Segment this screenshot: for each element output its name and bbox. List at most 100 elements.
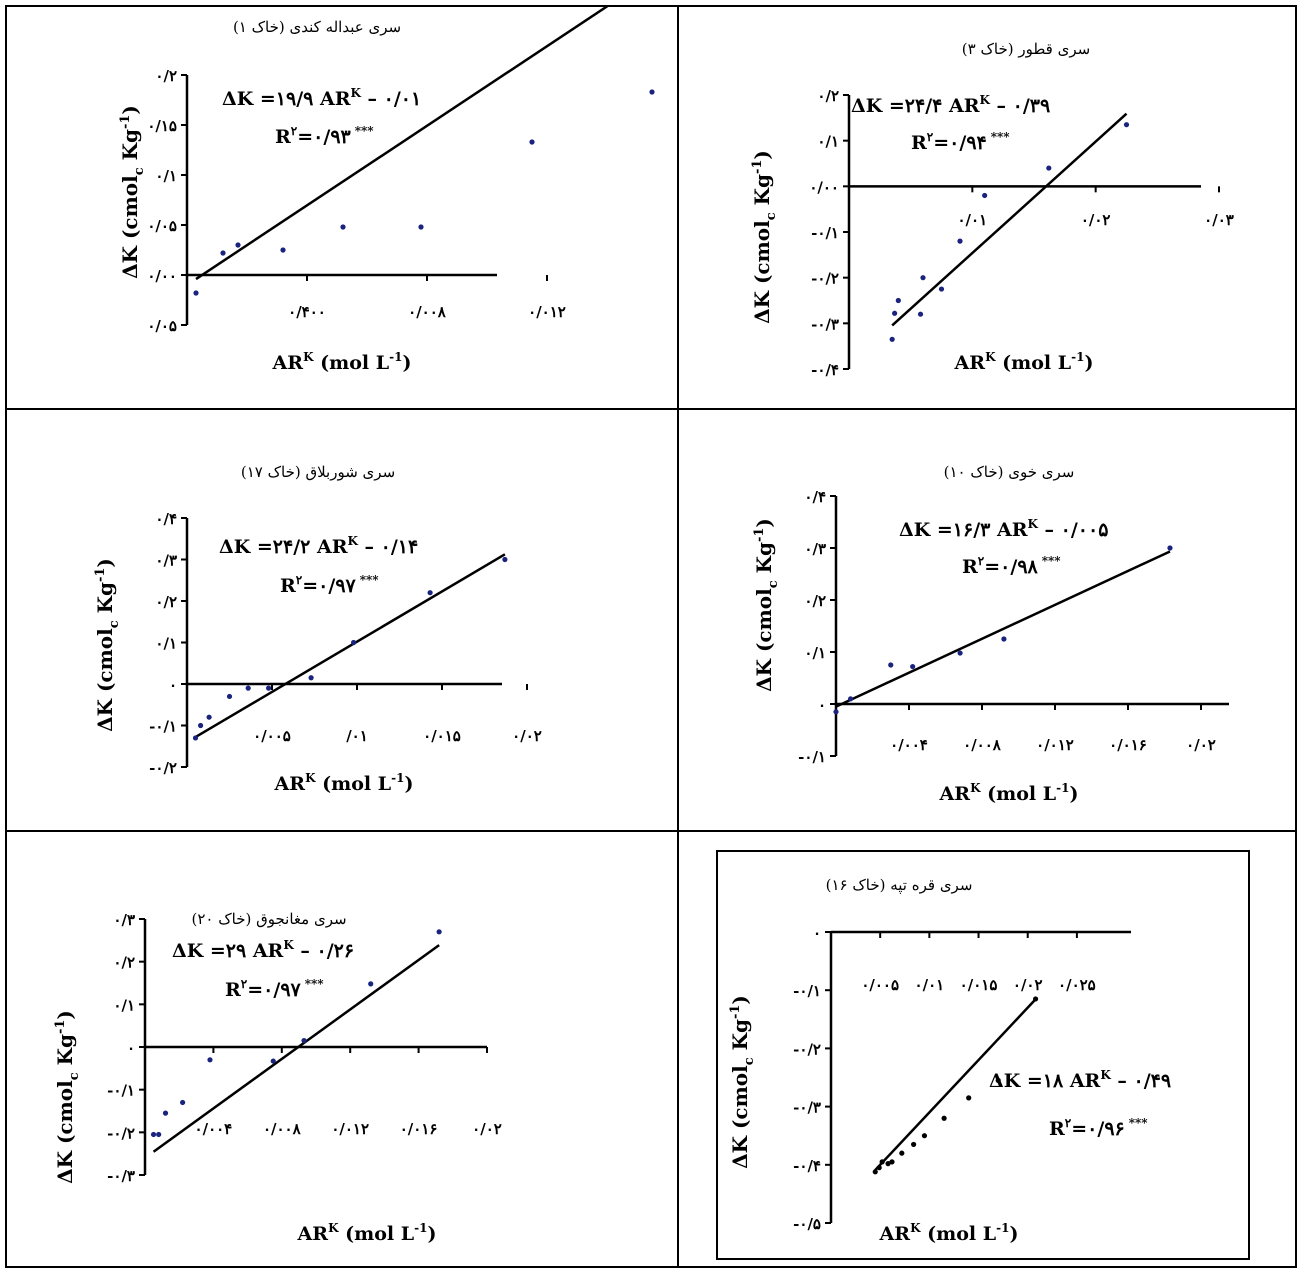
data-point — [889, 1159, 895, 1165]
data-point — [156, 1131, 162, 1138]
y-tick-label: -۰/۲ — [811, 270, 839, 288]
data-point — [833, 709, 839, 715]
data-point — [957, 650, 963, 656]
x-tick-label: ۰/۰۱۲ — [528, 303, 566, 321]
y-tick-label: ۰ — [127, 1039, 135, 1057]
data-point — [418, 224, 424, 230]
y-tick-label: ۰/۲ — [804, 592, 826, 610]
data-point — [911, 1141, 917, 1148]
y-tick-label: ۰/۱ — [113, 996, 135, 1014]
y-tick-label: ۰/۳ — [804, 540, 826, 558]
data-point — [351, 639, 357, 646]
x-tick-label: ۰/۰۲ — [1186, 736, 1216, 754]
data-point — [649, 89, 655, 95]
x-axis-label: ARK (mol L-1) — [272, 350, 412, 374]
x-axis-label: ARK (mol L-1) — [954, 350, 1094, 374]
chart-title: سری قره تپه (خاک ۱۶) — [826, 876, 973, 894]
y-tick-label: ۰/۴ — [804, 488, 826, 506]
y-tick-label: ۰/۰۰ — [809, 178, 839, 196]
x-tick-label: ۰/۰۱۶ — [1109, 736, 1147, 754]
chart-svg: سری مغانجوق (خاک ۲۰) ۰/۳ ۰/۲ ۰/۱ ۰ -۰/۱ -۰/۲ -۰… — [53, 910, 502, 1245]
regression-line — [194, 553, 506, 739]
data-point — [879, 1159, 885, 1165]
data-point — [280, 247, 286, 253]
y-tick-label: ۰/۴ — [155, 510, 177, 528]
data-point — [308, 675, 314, 681]
regression-line — [874, 998, 1037, 1171]
data-point — [270, 1058, 276, 1064]
data-point — [198, 722, 204, 729]
y-tick-label: ۰/۰۵ — [147, 317, 177, 335]
data-point — [872, 1169, 878, 1175]
y-tick-label: -۰/۱ — [107, 1082, 135, 1100]
x-tick-label: ۰/۰۱۵ — [960, 976, 998, 994]
x-tick-label: ۰/۰۰۴ — [195, 1120, 233, 1138]
x-tick-label: ۰/۰۲ — [512, 727, 542, 745]
x-tick-label: ۰/۰۱۲ — [1036, 736, 1074, 754]
x-tick-label: ۰/۰۰۸ — [963, 736, 1002, 754]
data-point — [995, 1077, 1001, 1084]
y-tick-label: -۰/۱ — [798, 748, 826, 766]
y-axis-label: ΔK (cmolc Kg-1) — [752, 518, 781, 692]
data-point — [226, 693, 233, 700]
y-tick-label: ۰/۱ — [155, 167, 177, 185]
y-tick-label: -۰/۲ — [793, 1040, 821, 1058]
data-point — [1167, 545, 1173, 551]
regression-equation: ΔK =۱۶/۳ ARK – ۰/۰۰۵ — [899, 517, 1108, 541]
chart-panel-5: سری مغانجوق (خاک ۲۰) ۰/۳ ۰/۲ ۰/۱ ۰ -۰/۱ -۰/۲ -۰… — [5, 830, 679, 1268]
chart-svg: سری خوی (خاک ۱۰) ۰/۴ ۰/۳ ۰/۲ ۰/۱ ۰ -۰/۱ ۰/۰۰۴ ۰/… — [752, 463, 1229, 805]
data-point — [206, 714, 212, 720]
chart-panel-2: سری قطور (خاک ۳) ۰/۲ ۰/۱ ۰/۰۰ -۰/۱ -۰/۲ -۰/۳ -۰… — [677, 5, 1297, 410]
regression-line — [891, 112, 1128, 327]
chart-panel-4: سری خوی (خاک ۱۰) ۰/۴ ۰/۳ ۰/۲ ۰/۱ ۰ -۰/۱ ۰/۰۰۴ ۰/… — [677, 408, 1297, 832]
chart-title: سری عبداله کندی (خاک ۱) — [233, 18, 401, 36]
data-point — [192, 735, 199, 741]
data-point — [1046, 165, 1052, 171]
x-tick-label: ۰/۰۱ — [958, 211, 988, 229]
chart-svg: سری قطور (خاک ۳) ۰/۲ ۰/۱ ۰/۰۰ -۰/۱ -۰/۲ -۰/۳ -۰… — [750, 40, 1234, 379]
regression-line — [152, 944, 440, 1153]
data-point — [1001, 636, 1007, 642]
y-tick-label: -۰/۲ — [107, 1124, 135, 1142]
regression-equation: ΔK =۱۸ ARK – ۰/۴۹ — [989, 1068, 1171, 1092]
y-axis-label: ΔK (cmolc Kg-1) — [728, 995, 757, 1169]
y-axis-label: ΔK (cmolc Kg-1) — [93, 558, 122, 732]
y-tick-label: -۰/۴ — [811, 361, 839, 379]
data-point — [220, 250, 226, 256]
r-squared: R۲=۰/۹۴ *** — [911, 130, 1010, 154]
data-point — [885, 1161, 891, 1167]
y-tick-label: -۰/۳ — [107, 1167, 135, 1185]
r-squared: R۲=۰/۹۷ *** — [280, 573, 379, 597]
chart-frame — [716, 850, 1250, 1260]
y-tick-label: -۰/۳ — [793, 1099, 821, 1117]
y-tick-label: ۰ — [169, 676, 177, 694]
data-point — [892, 310, 898, 316]
y-tick-label: ۰/۱ — [804, 644, 826, 662]
x-tick-label: ۰/۰۲ — [1081, 211, 1111, 229]
data-point — [427, 590, 433, 596]
data-point — [436, 929, 442, 935]
r-squared: R۲=۰/۹۷ *** — [225, 977, 324, 1001]
regression-line — [195, 7, 609, 281]
y-axis-label: ΔK (cmolc Kg-1) — [750, 150, 779, 324]
data-point — [899, 1150, 905, 1156]
data-point — [848, 696, 854, 702]
y-tick-label: ۰/۰۵ — [147, 217, 177, 235]
data-point — [876, 1165, 882, 1171]
y-axis-label: ΔK (cmolc Kg-1) — [53, 1010, 82, 1184]
y-axis-label: ΔK (cmolc Kg-1) — [118, 105, 147, 279]
data-point — [150, 1131, 157, 1138]
x-axis-label: ARK (mol L-1) — [879, 1221, 1019, 1245]
data-point — [266, 685, 272, 691]
y-tick-label: -۰/۵ — [793, 1215, 821, 1233]
y-tick-label: ۰/۱۵ — [147, 117, 177, 135]
y-tick-label: ۰/۱ — [155, 635, 177, 653]
data-point — [957, 238, 963, 244]
data-point — [207, 1057, 213, 1063]
y-tick-label: ۰/۳ — [155, 552, 177, 570]
data-point — [502, 556, 508, 563]
data-point — [1123, 122, 1130, 128]
x-tick-label: ۰/۰۲ — [472, 1120, 502, 1138]
y-tick-label: ۰/۲ — [113, 954, 135, 972]
